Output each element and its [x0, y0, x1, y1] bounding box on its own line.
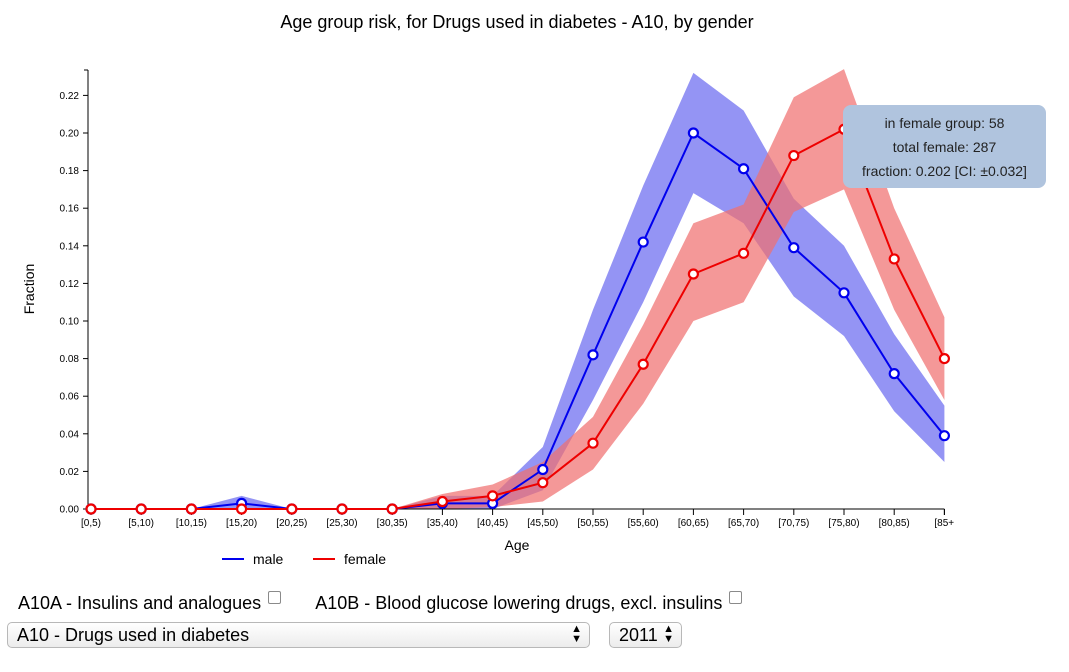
x-tick-label: [0,5): [81, 518, 101, 529]
y-tick-label: 0.08: [60, 354, 80, 365]
male-point[interactable]: [687, 127, 700, 139]
male-point[interactable]: [737, 163, 750, 175]
x-tick-label: [60,65): [678, 518, 709, 529]
male-point[interactable]: [938, 430, 951, 442]
y-tick-label: 0.06: [60, 392, 80, 403]
select-arrows-icon: ▲ ▼: [571, 623, 582, 645]
x-tick-label: [10,15): [176, 518, 207, 529]
x-tick-label: [45,50): [527, 518, 558, 529]
x-tick-label: [50,55): [577, 518, 608, 529]
female-point[interactable]: [788, 149, 800, 162]
x-tick-label: [75,80): [828, 518, 859, 529]
female-line: [91, 127, 946, 510]
female-point[interactable]: [537, 477, 549, 489]
y-tick-label: 0.20: [60, 129, 80, 140]
female-point[interactable]: [135, 503, 147, 515]
y-tick-label: 0.12: [60, 279, 80, 290]
tooltip-group-count: in female group: 58: [884, 114, 1005, 131]
checkbox-a10b-group: A10B - Blood glucose lowering drugs, exc…: [315, 591, 743, 614]
checkbox-a10a-group: A10A - Insulins and analogues: [18, 591, 282, 614]
female-point[interactable]: [336, 503, 348, 515]
y-tick-label: 0.18: [60, 166, 80, 177]
subgroup-checkboxes: A10A - Insulins and analogues A10B - Blo…: [18, 591, 776, 614]
series-lines: [91, 127, 946, 510]
y-axis-label: Fraction: [21, 264, 37, 315]
female-point[interactable]: [286, 503, 298, 515]
year-select[interactable]: 2011 ▲ ▼: [609, 622, 682, 648]
x-tick-label: [85+: [934, 518, 954, 529]
data-tooltip: in female group: 58 total female: 287 fr…: [843, 105, 1046, 188]
female-point[interactable]: [386, 503, 398, 515]
female-point[interactable]: [487, 490, 499, 502]
y-tick-label: 0.22: [60, 91, 80, 102]
confidence-bands: [91, 69, 945, 509]
tooltip-fraction: fraction: 0.202 [CI: ±0.032]: [862, 162, 1027, 179]
x-tick-label: [55,60): [628, 518, 659, 529]
y-tick-label: 0.16: [60, 204, 80, 215]
x-tick-label: [40,45): [477, 518, 508, 529]
male-point[interactable]: [537, 463, 549, 476]
y-tick-label: 0.04: [60, 429, 80, 440]
year-select-value: 2011: [619, 624, 658, 645]
y-tick-label: 0.02: [60, 467, 80, 478]
male-point[interactable]: [587, 349, 599, 361]
y-tick-label: 0.14: [60, 241, 80, 252]
female-point[interactable]: [637, 358, 649, 370]
chart: Age group risk, for Drugs used in diabet…: [21, 12, 954, 567]
male-point[interactable]: [788, 242, 800, 254]
x-tick-label: [65,70): [728, 518, 759, 529]
legend-female-label: female: [344, 551, 386, 567]
legend: male female: [222, 551, 386, 567]
select-arrows-icon: ▲ ▼: [663, 623, 674, 645]
checkbox-a10a-label: A10A - Insulins and analogues: [18, 593, 262, 613]
female-point[interactable]: [587, 437, 599, 449]
female-point[interactable]: [236, 503, 248, 515]
female-point[interactable]: [737, 247, 750, 259]
checkbox-a10b[interactable]: [729, 591, 743, 604]
x-axis-label: Age: [505, 537, 530, 553]
x-tick-label: [5,10): [128, 518, 154, 529]
checkbox-a10a[interactable]: [268, 591, 282, 604]
x-tick-label: [80,85): [879, 518, 910, 529]
female-point[interactable]: [888, 253, 900, 265]
male-point[interactable]: [838, 287, 850, 299]
chart-title: Age group risk, for Drugs used in diabet…: [280, 12, 753, 32]
legend-male-label: male: [253, 551, 284, 567]
y-tick-label: 0.10: [60, 317, 80, 328]
drug-select[interactable]: A10 - Drugs used in diabetes ▲ ▼: [7, 622, 590, 648]
male-ci-band: [91, 72, 945, 509]
female-point[interactable]: [687, 268, 700, 280]
female-point[interactable]: [85, 503, 97, 515]
male-point[interactable]: [888, 368, 900, 380]
x-tick-label: [15,20): [226, 518, 257, 529]
x-tick-label: [25,30): [326, 518, 357, 529]
checkbox-a10b-label: A10B - Blood glucose lowering drugs, exc…: [315, 593, 723, 613]
male-line: [91, 131, 946, 510]
male-point[interactable]: [637, 236, 649, 248]
axes: 0.00 0.02 0.04 0.06 0.08 0.10 0.12 0.14 0.16 0.18…: [60, 69, 954, 529]
y-tick-label: 0.00: [60, 505, 80, 516]
female-point[interactable]: [185, 503, 197, 515]
drug-select-value: A10 - Drugs used in diabetes: [17, 624, 250, 645]
x-tick-label: [20,25): [276, 518, 307, 529]
female-point[interactable]: [436, 495, 448, 508]
x-tick-label: [30,35): [377, 518, 408, 529]
x-tick-label: [70,75): [778, 518, 809, 529]
x-tick-label: [35,40): [427, 518, 458, 529]
tooltip-total: total female: 287: [892, 138, 997, 155]
female-point[interactable]: [938, 353, 951, 365]
